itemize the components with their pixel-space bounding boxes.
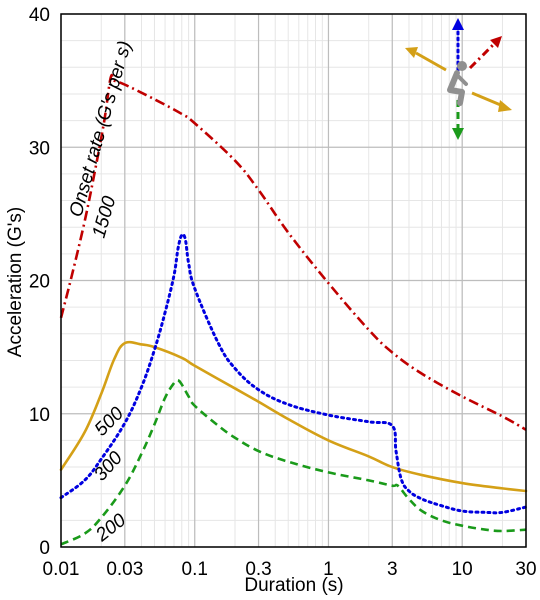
x-tick-label: 0.01 xyxy=(43,559,80,580)
x-tick-label: 10 xyxy=(452,559,473,580)
x-axis-title: Duration (s) xyxy=(244,575,343,596)
series-line-500 xyxy=(59,340,528,493)
x-tick-label: 1 xyxy=(323,559,334,580)
y-tick-label: 30 xyxy=(29,138,50,159)
x-tick-label: 30 xyxy=(515,559,536,580)
x-tick-label: 0.3 xyxy=(245,559,271,580)
series-line-1500 xyxy=(59,73,527,431)
y-tick-label: 20 xyxy=(29,272,50,293)
x-tick-labels: 0.01 0.03 0.1 0.3 1 3 10 30 xyxy=(43,559,537,580)
x-tick-label: 0.1 xyxy=(182,559,208,580)
y-tick-label: 0 xyxy=(39,538,50,559)
series-line-200 xyxy=(60,379,527,546)
series-layer xyxy=(59,73,528,546)
y-tick-label: 10 xyxy=(29,405,50,426)
x-tick-label: 3 xyxy=(387,559,398,580)
plot-frame xyxy=(60,13,527,548)
y-tick-labels: 0 10 20 30 40 xyxy=(29,5,50,559)
seated-human-acceleration-axes-icon xyxy=(405,18,512,140)
y-axis-title: Acceleration (G's) xyxy=(5,207,26,357)
x-tick-label: 0.03 xyxy=(106,559,143,580)
series-line-300 xyxy=(59,232,528,515)
y-tick-label: 40 xyxy=(29,5,50,26)
